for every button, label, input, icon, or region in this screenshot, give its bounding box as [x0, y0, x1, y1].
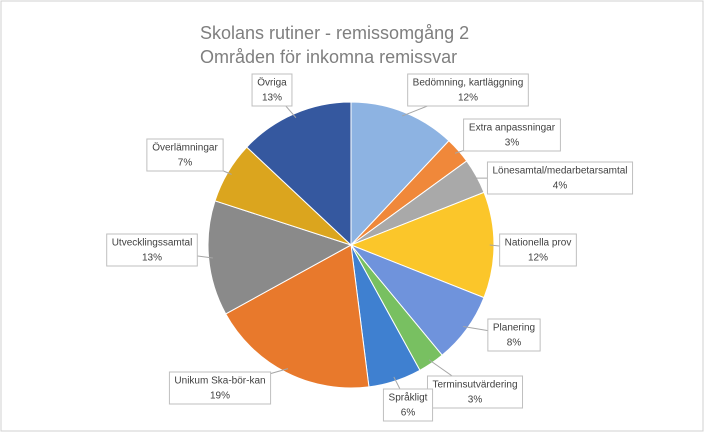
pie-slice — [246, 101, 352, 247]
slice-label: Överlämningar — [152, 142, 218, 154]
label-box — [146, 138, 224, 172]
value-label: 6% — [401, 408, 416, 419]
pie-slice — [225, 244, 370, 389]
value-label: 3% — [468, 395, 483, 406]
label-box — [106, 233, 198, 267]
label-box — [251, 73, 293, 107]
slice-label: Unikum Ska-bör-kan — [174, 376, 265, 387]
label-box — [463, 118, 561, 152]
value-label: 12% — [458, 93, 478, 104]
value-label: 19% — [210, 391, 230, 402]
label-box — [426, 375, 524, 409]
label-box — [168, 371, 272, 405]
slice-label: Planering — [493, 323, 535, 334]
value-label: 13% — [262, 93, 282, 104]
slice-label: Bedömning, kartläggning — [413, 78, 524, 89]
label-box — [487, 318, 541, 352]
label-box — [486, 161, 634, 195]
slice-label: Terminsutvärdering — [432, 380, 517, 391]
slice-label: Utvecklingssamtal — [112, 238, 193, 249]
slice-label: Lönesamtal/medarbetarsamtal — [492, 166, 627, 177]
slice-label: Övriga — [257, 77, 287, 89]
label-box — [407, 73, 529, 107]
labels: Bedömning, kartläggning 12% Extra anpassni… — [106, 73, 634, 422]
pie-slice — [350, 101, 450, 247]
value-label: 8% — [507, 338, 522, 349]
value-label: 3% — [505, 138, 520, 149]
pie-slice — [207, 200, 353, 315]
chart-title: Skolans rutiner - remissomgång 2 — [200, 23, 469, 43]
pie — [207, 101, 495, 389]
slice-label: Extra anpassningar — [469, 123, 556, 134]
slice-label: Nationella prov — [505, 238, 572, 249]
label-box — [499, 233, 577, 267]
value-label: 4% — [553, 181, 568, 192]
value-label: 13% — [142, 253, 162, 264]
chart-subtitle: Områden för inkomna remissvar — [200, 47, 457, 67]
value-label: 12% — [528, 253, 548, 264]
slice-label: Språkligt — [389, 392, 428, 404]
label-box — [382, 388, 434, 422]
value-label: 7% — [178, 158, 193, 169]
